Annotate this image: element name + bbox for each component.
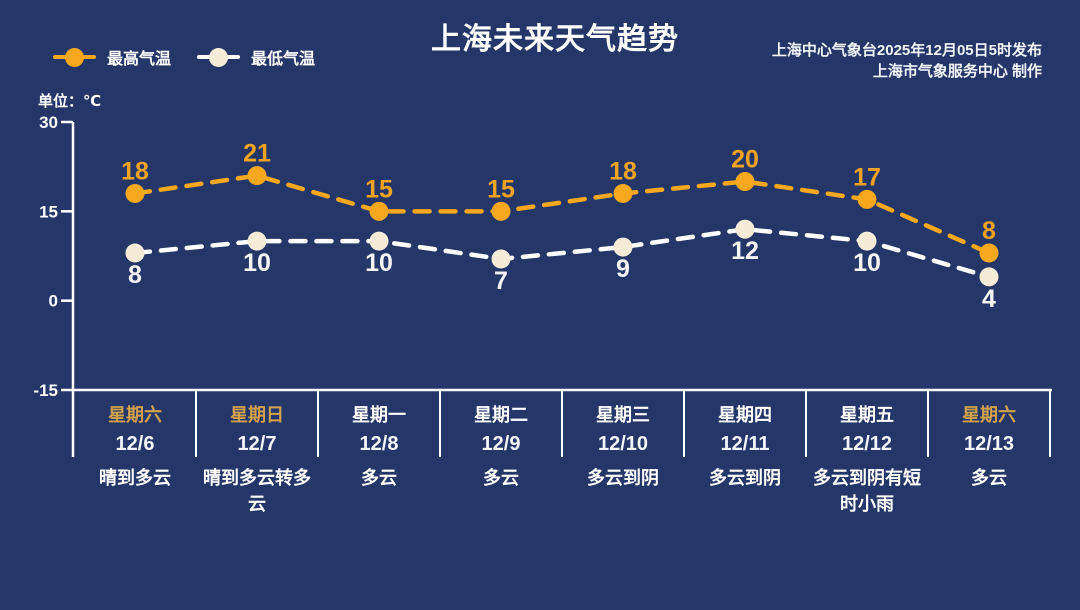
high-temp-point bbox=[857, 189, 877, 209]
day-name: 星期三 bbox=[596, 405, 650, 425]
day-date: 12/10 bbox=[597, 433, 649, 455]
low-temp-value-label: 10 bbox=[365, 249, 393, 277]
day-name: 星期四 bbox=[718, 405, 772, 425]
day-date: 12/8 bbox=[359, 433, 399, 455]
low-temp-point bbox=[613, 237, 633, 257]
low-temp-point bbox=[735, 219, 755, 239]
high-temp-value-label: 21 bbox=[243, 140, 271, 168]
day-column: 星期四 12/11 多云到阴 bbox=[684, 404, 806, 491]
day-column: 星期五 12/12 多云到阴有短时小雨 bbox=[806, 404, 928, 517]
legend-item-high: 最高气温 bbox=[53, 45, 171, 69]
source-line-2: 上海市气象服务中心 制作 bbox=[872, 63, 1042, 80]
y-tick-label: 30 bbox=[39, 113, 58, 132]
day-weather: 多云到阴有短时小雨 bbox=[813, 468, 921, 514]
high-temp-line bbox=[132, 173, 992, 256]
day-name: 星期五 bbox=[840, 405, 894, 425]
low-temp-point bbox=[491, 249, 511, 269]
y-tick-label: -15 bbox=[33, 381, 58, 400]
low-temp-value-label: 10 bbox=[243, 249, 271, 277]
low-temp-point bbox=[247, 231, 267, 251]
y-tick-label: 15 bbox=[39, 202, 58, 221]
low-temp-point bbox=[125, 243, 145, 263]
day-weather: 多云 bbox=[361, 468, 397, 488]
day-weather: 多云到阴 bbox=[709, 468, 781, 488]
low-temp-value-label: 10 bbox=[853, 249, 881, 277]
day-column: 星期二 12/9 多云 bbox=[440, 404, 562, 491]
day-weather: 多云 bbox=[483, 468, 519, 488]
low-temp-line bbox=[132, 226, 992, 280]
high-temp-point bbox=[613, 183, 633, 203]
day-weather: 多云到阴 bbox=[587, 468, 659, 488]
high-temp-legend-marker bbox=[53, 47, 96, 67]
high-temp-value-label: 18 bbox=[121, 157, 149, 185]
day-date: 12/9 bbox=[481, 433, 521, 455]
high-temp-value-label: 20 bbox=[731, 146, 759, 174]
low-temp-value-label: 4 bbox=[982, 285, 996, 313]
day-weather: 晴到多云转多云 bbox=[203, 468, 311, 514]
high-temp-value-label: 15 bbox=[487, 175, 515, 203]
low-temp-value-label: 9 bbox=[616, 255, 630, 283]
high-temp-point bbox=[491, 201, 511, 221]
day-name: 星期六 bbox=[108, 405, 162, 425]
unit-label: 单位：℃ bbox=[38, 93, 102, 110]
legend-label-high: 最高气温 bbox=[107, 51, 172, 68]
day-column: 星期六 12/13 多云 bbox=[928, 404, 1050, 491]
high-temp-value-label: 18 bbox=[609, 157, 637, 185]
high-temp-value-label: 8 bbox=[982, 217, 996, 245]
legend-item-low: 最低气温 bbox=[197, 45, 315, 69]
legend-label-low: 最低气温 bbox=[251, 51, 316, 68]
low-temp-value-label: 12 bbox=[731, 237, 759, 265]
source-attribution: 上海中心气象台2025年12月05日5时发布 上海市气象服务中心 制作 bbox=[772, 40, 1042, 82]
day-date: 12/11 bbox=[720, 433, 770, 455]
day-weather: 晴到多云 bbox=[99, 468, 171, 488]
day-column: 星期三 12/10 多云到阴 bbox=[562, 404, 684, 491]
day-column: 星期日 12/7 晴到多云转多云 bbox=[196, 404, 318, 517]
day-name: 星期六 bbox=[962, 405, 1016, 425]
low-temp-point bbox=[979, 267, 999, 287]
source-line-1: 上海中心气象台2025年12月05日5时发布 bbox=[771, 42, 1042, 59]
low-temp-point bbox=[369, 231, 389, 251]
low-temp-point bbox=[857, 231, 877, 251]
high-temp-point bbox=[125, 183, 145, 203]
day-date: 12/12 bbox=[841, 433, 893, 455]
day-date: 12/13 bbox=[963, 433, 1015, 455]
day-name: 星期日 bbox=[230, 405, 284, 425]
high-temp-point bbox=[979, 243, 999, 263]
page-title: 上海未来天气趋势 bbox=[431, 23, 679, 56]
low-temp-legend-marker bbox=[197, 47, 241, 67]
chart-legend: 最高气温 最低气温 bbox=[53, 45, 315, 69]
low-temp-value-label: 7 bbox=[494, 267, 508, 295]
day-date: 12/7 bbox=[237, 433, 277, 455]
high-temp-point bbox=[369, 201, 389, 221]
day-column: 星期一 12/8 多云 bbox=[318, 404, 440, 491]
y-tick-label: 0 bbox=[49, 292, 58, 311]
day-name: 星期一 bbox=[352, 405, 406, 425]
day-date: 12/6 bbox=[115, 433, 155, 455]
high-temp-point bbox=[735, 172, 755, 192]
high-temp-point bbox=[247, 166, 267, 186]
day-column: 星期六 12/6 晴到多云 bbox=[74, 404, 196, 491]
high-temp-value-label: 15 bbox=[365, 175, 393, 203]
day-name: 星期二 bbox=[474, 405, 528, 425]
day-weather: 多云 bbox=[971, 468, 1007, 488]
low-temp-value-label: 8 bbox=[128, 261, 142, 289]
high-temp-value-label: 17 bbox=[853, 163, 881, 191]
